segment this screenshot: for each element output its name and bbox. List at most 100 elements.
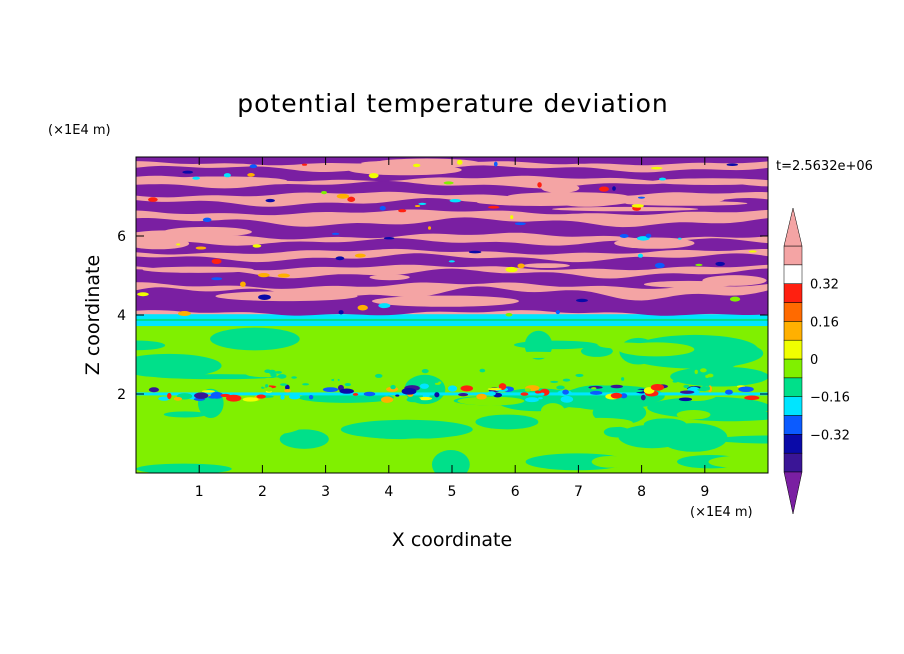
y-tick-label: 6 — [117, 229, 126, 245]
field-patch-teal — [163, 411, 207, 418]
field-speckle — [265, 384, 269, 388]
field-front — [493, 161, 498, 167]
field-patch-teal — [717, 435, 768, 444]
x-axis-unit: (×1E4 m) — [690, 505, 753, 520]
field-front — [514, 222, 526, 226]
field-spot — [406, 396, 421, 403]
field-patch-teal — [475, 414, 539, 430]
field-spot — [679, 390, 695, 394]
field-spot — [650, 383, 665, 391]
field-speckle — [264, 377, 273, 382]
chart-title: potential temperature deviation — [237, 89, 668, 118]
field-patch-green — [540, 403, 565, 419]
field-spot — [158, 396, 170, 401]
field-spot — [725, 389, 733, 395]
y-axis-unit: (×1E4 m) — [48, 123, 111, 138]
field-front — [510, 215, 514, 220]
field-spot — [525, 397, 539, 403]
field-front — [555, 310, 561, 315]
field-front — [658, 177, 667, 181]
y-tick-label: 2 — [117, 387, 126, 403]
field-front — [677, 237, 682, 240]
field-spot — [487, 387, 502, 391]
field-front — [137, 292, 149, 297]
field-patch-teal — [670, 366, 768, 387]
field-gap-pink — [136, 230, 207, 241]
field-front — [368, 173, 379, 179]
field-gap-pink — [651, 178, 768, 185]
colorbar-bin — [783, 283, 803, 303]
x-tick-label: 6 — [511, 484, 520, 500]
field-speckle — [680, 377, 685, 381]
x-tick-label: 8 — [637, 484, 646, 500]
field-spot — [242, 397, 259, 402]
field-spot — [419, 383, 429, 389]
colorbar-bin — [783, 396, 803, 416]
field-front — [631, 204, 644, 208]
field-speckle — [524, 388, 531, 392]
field-spot — [738, 386, 754, 393]
field-speckle — [450, 373, 456, 377]
field-spot — [284, 389, 291, 393]
field-patch-teal — [136, 463, 232, 473]
field-front — [598, 186, 609, 192]
field-speckle — [333, 378, 338, 383]
field-front — [729, 296, 741, 302]
field-gap-pink — [476, 198, 592, 206]
time-label: t=2.5632e+06 — [776, 159, 873, 174]
field-spot — [280, 394, 285, 400]
field-patch-teal — [136, 340, 166, 351]
field-spot — [418, 396, 433, 401]
field-speckle — [697, 388, 706, 392]
field-patch-green — [387, 438, 449, 450]
x-axis-title: X coordinate — [392, 529, 512, 551]
field-patch-green — [676, 409, 711, 420]
field-front — [637, 196, 646, 199]
field-front — [505, 266, 518, 273]
field-front — [177, 311, 191, 317]
colorbar-bin — [783, 415, 803, 435]
field-speckle — [556, 385, 565, 390]
field-spot — [226, 394, 242, 402]
field-spot — [148, 387, 160, 393]
y-axis: 2 4 6 — [117, 229, 768, 403]
x-tick-label: 9 — [700, 484, 709, 500]
field-patch-green — [568, 417, 633, 428]
field-front — [414, 205, 421, 208]
field-stripe-purple — [136, 238, 768, 255]
field-speckle — [479, 368, 486, 373]
field-gap-pink — [142, 266, 254, 273]
x-tick-label: 3 — [321, 484, 330, 500]
field-front — [576, 298, 588, 303]
field-front — [176, 243, 181, 246]
field-spot — [167, 392, 172, 400]
field-front — [240, 281, 246, 287]
field-patch-green — [617, 342, 695, 357]
field-front — [379, 205, 386, 211]
field-spot — [538, 397, 543, 400]
field-front — [517, 263, 525, 269]
field-front — [443, 181, 454, 185]
field-front — [654, 262, 665, 269]
field-spot — [395, 394, 400, 397]
field-speckle — [291, 376, 297, 379]
field-front — [249, 164, 258, 169]
field-speckle — [580, 377, 589, 380]
field-patch-green — [591, 455, 630, 468]
field-front — [192, 176, 200, 180]
x-tick-label: 4 — [384, 484, 393, 500]
field-speckle — [575, 373, 584, 377]
field-front — [378, 303, 391, 309]
field-front — [418, 202, 427, 205]
field-front — [449, 198, 462, 203]
field-speckle — [344, 382, 351, 387]
field-front — [223, 173, 231, 178]
field-speckle — [394, 379, 400, 384]
field-speckle — [613, 375, 621, 378]
field-front — [336, 193, 350, 199]
colorbar-tick-label: −0.16 — [810, 391, 850, 406]
field-front — [257, 272, 270, 278]
field-patch-teal — [659, 423, 728, 452]
field-gap-pink — [361, 160, 430, 166]
